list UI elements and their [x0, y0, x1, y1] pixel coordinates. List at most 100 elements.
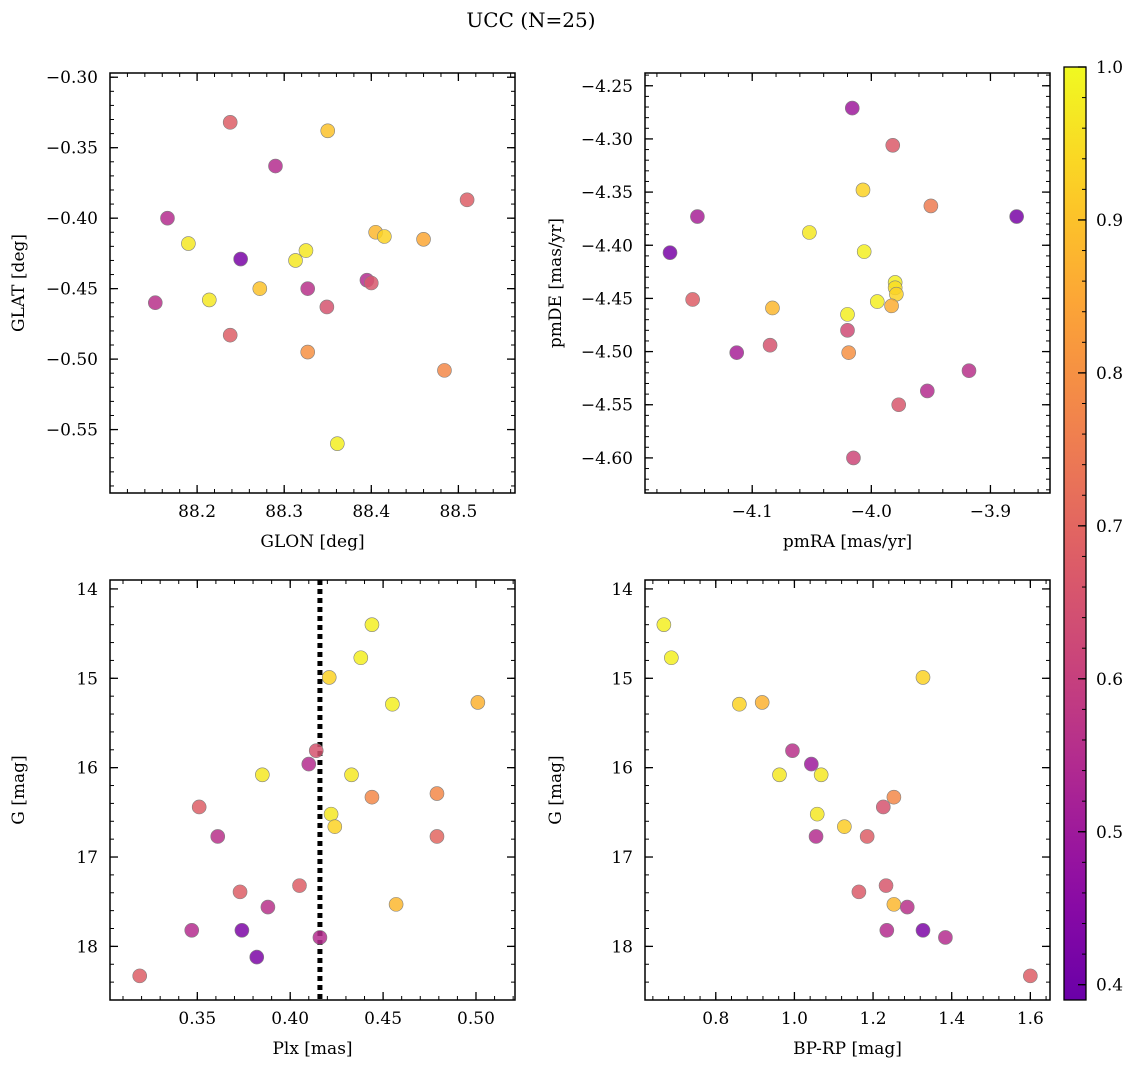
scatter-point [808, 829, 824, 844]
scatter-point [184, 922, 200, 938]
y-tick-label: −4.55 [581, 396, 633, 416]
y-axis-label: G [mag] [546, 755, 566, 824]
points [656, 617, 1038, 984]
scatter-point [353, 650, 369, 666]
y-tick-label: −4.50 [581, 343, 633, 363]
y-tick-label: 16 [611, 759, 633, 779]
scatter-point [662, 245, 678, 260]
scatter-point [210, 829, 226, 844]
scatter-point [923, 198, 939, 214]
scatter-panel-1: 88.2 88.3 88.4 88.5 −0.30 −0.35 −0.40 −0.45 −0.5… [9, 68, 516, 552]
x-axis-label: BP-RP [mag] [793, 1039, 902, 1059]
scatter-point [891, 397, 907, 413]
scatter-point [754, 695, 770, 710]
scatter-point [292, 878, 307, 893]
scatter-point [869, 294, 885, 309]
scatter-point [388, 897, 404, 912]
colorbar-tick-label: 1.0 [1096, 58, 1123, 78]
scatter-point [344, 767, 359, 783]
scatter-point [320, 123, 336, 139]
y-tick-label: −4.30 [581, 130, 633, 150]
ticks [645, 73, 1050, 493]
scatter-point [385, 696, 400, 712]
scatter-point [1023, 968, 1038, 984]
x-tick-label: 0.35 [178, 1009, 216, 1029]
colorbar-tick-label: 0.9 [1096, 211, 1123, 231]
scatter-point [181, 236, 196, 251]
x-tick-label: 0.50 [457, 1009, 495, 1029]
scatter-point [685, 292, 700, 307]
scatter-point [160, 210, 175, 226]
y-tick-label: −0.40 [46, 209, 98, 229]
axes-frame [109, 579, 516, 1001]
scatter-point [840, 307, 855, 322]
scatter-point [319, 299, 335, 315]
x-tick-label: 88.2 [178, 502, 216, 522]
y-tick-label: 16 [76, 759, 98, 779]
scatter-point [841, 345, 856, 360]
scatter-point [147, 295, 163, 311]
axes-frame [644, 579, 1051, 1001]
y-tick-label: 18 [611, 937, 633, 957]
points [147, 115, 475, 451]
scatter-point [813, 767, 829, 783]
scatter-point [327, 819, 343, 834]
scatter-point [298, 243, 314, 258]
scatter-point [938, 930, 953, 945]
x-tick-label: 88.3 [265, 502, 303, 522]
scatter-point [288, 253, 303, 268]
scatter-point [899, 899, 915, 915]
scatter-point [875, 799, 891, 815]
scatter-point [846, 450, 861, 466]
y-tick-label: 17 [76, 848, 98, 868]
scatter-point [840, 323, 855, 338]
scatter-point [232, 884, 248, 900]
scatter-panel-4: 0.8 1.0 1.2 1.4 1.6 14 15 16 17 18 BP-RP [mag] G [m… [546, 579, 1051, 1059]
ticks [645, 580, 1050, 1001]
x-tick-label: 1.2 [860, 1009, 887, 1029]
scatter-point [222, 327, 238, 343]
scatter-point [855, 182, 871, 198]
ticks [109, 73, 515, 493]
scatter-point [301, 756, 317, 772]
scatter-point [364, 617, 380, 632]
scatter-point [191, 799, 207, 815]
scatter-point [470, 695, 486, 710]
scatter-point [729, 345, 745, 360]
scatter-point [364, 789, 380, 805]
y-tick-label: −0.55 [46, 421, 98, 441]
x-tick-label: 1.0 [781, 1009, 808, 1029]
y-axis-label: pmDE [mas/yr] [546, 218, 566, 348]
scatter-point [268, 158, 283, 174]
points [662, 100, 1024, 466]
x-tick-label: 0.8 [702, 1009, 729, 1029]
scatter-point [886, 789, 902, 805]
colorbar-tick-label: 0.4 [1096, 976, 1123, 996]
y-tick-label: 18 [76, 937, 98, 957]
y-tick-label: −0.30 [46, 68, 98, 88]
x-tick-label: 0.40 [271, 1009, 309, 1029]
y-tick-label: −4.60 [581, 449, 633, 469]
y-tick-label: 14 [76, 580, 98, 600]
scatter-point [323, 806, 339, 822]
figure-title: UCC (N=25) [466, 8, 595, 32]
y-axis-label: GLAT [deg] [9, 234, 29, 332]
y-axis-label: G [mag] [9, 755, 29, 824]
scatter-point [321, 670, 337, 685]
scatter-point [330, 436, 345, 451]
scatter-point [1009, 209, 1024, 224]
y-tick-label: −4.35 [581, 183, 633, 203]
scatter-point [234, 922, 250, 938]
scatter-point [915, 670, 931, 685]
panels: 88.2 88.3 88.4 88.5 −0.30 −0.35 −0.40 −0.45 −0.5… [9, 68, 1051, 1059]
scatter-point [308, 743, 324, 758]
scatter-point [859, 829, 875, 844]
scatter-point [260, 899, 276, 915]
y-tick-label: −0.35 [46, 139, 98, 159]
x-tick-label: 1.6 [1017, 1009, 1044, 1029]
axes-frame [109, 72, 516, 494]
scatter-point [429, 786, 445, 801]
scatter-point [785, 743, 800, 758]
colorbar-tick-label: 0.7 [1096, 517, 1123, 537]
x-axis-label: GLON [deg] [260, 532, 364, 552]
